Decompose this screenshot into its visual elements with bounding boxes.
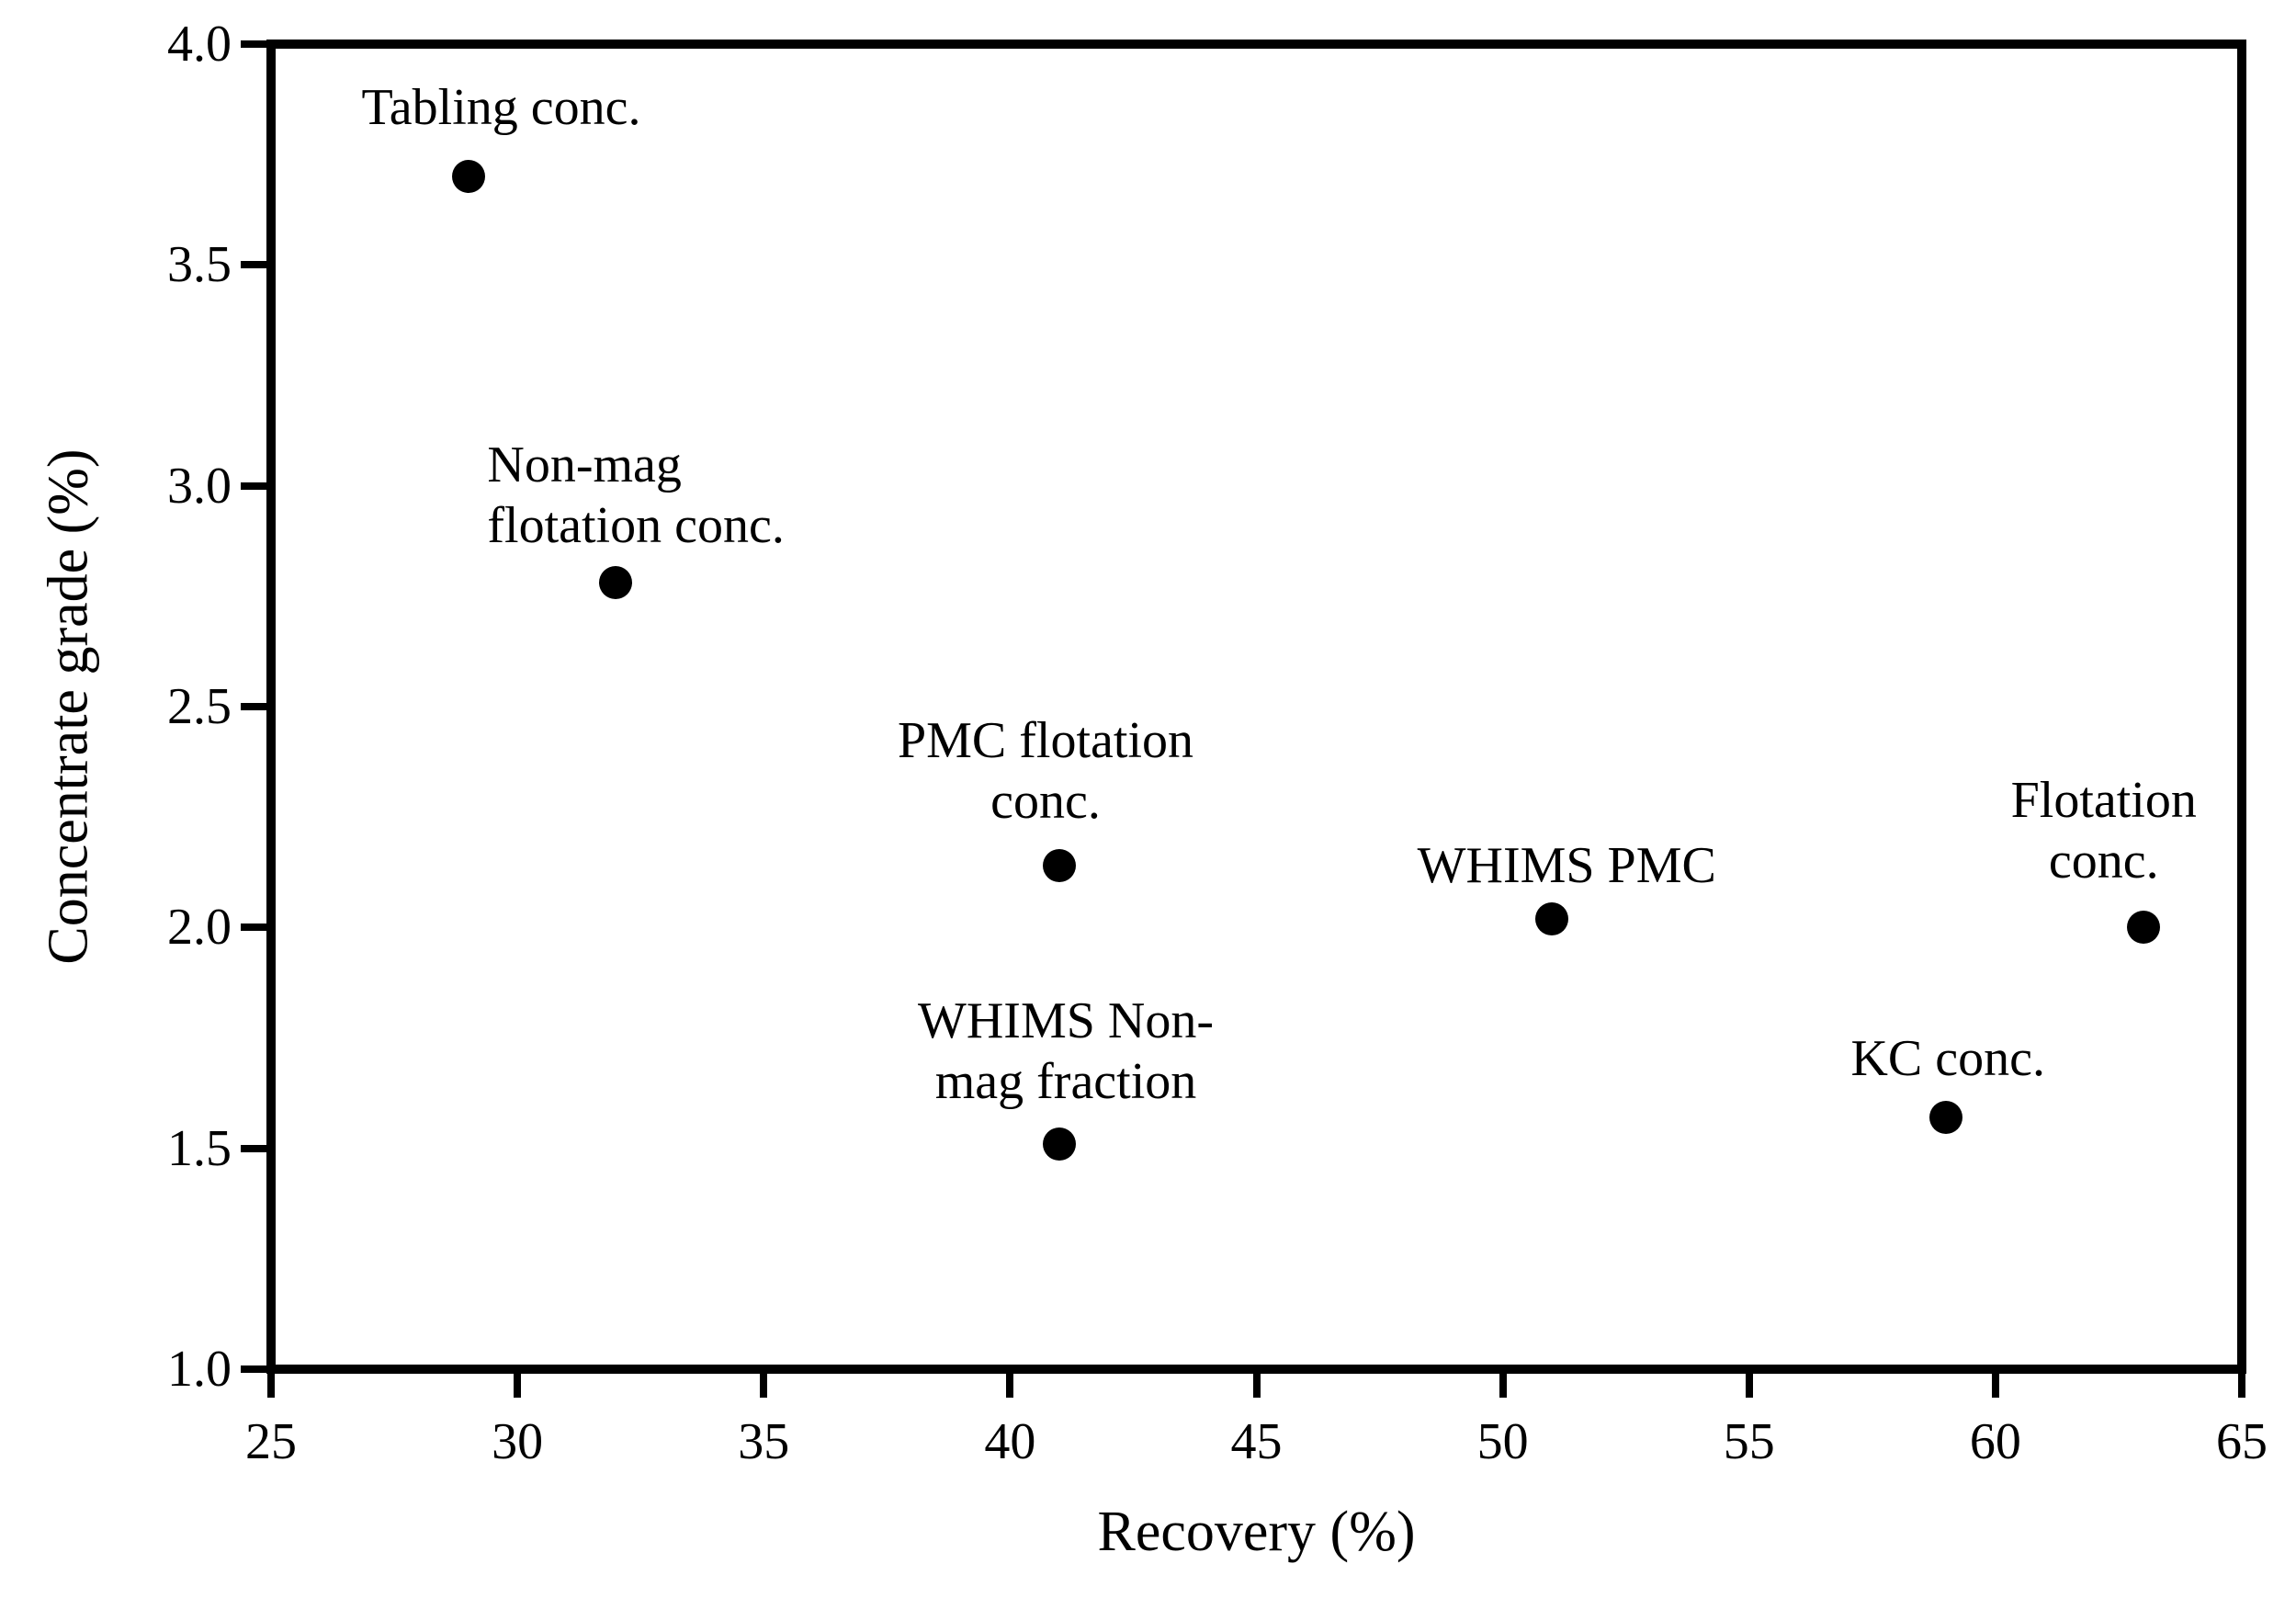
y-tick bbox=[241, 261, 266, 269]
y-tick-label: 4.0 bbox=[167, 16, 232, 73]
x-tick bbox=[1499, 1374, 1507, 1398]
point-label-line: Non-mag bbox=[487, 436, 682, 494]
x-tick-label: 45 bbox=[1230, 1413, 1283, 1470]
point-label-line: Tabling conc. bbox=[361, 79, 641, 137]
x-tick-label: 55 bbox=[1723, 1413, 1775, 1470]
point-label: KC conc. bbox=[1850, 1028, 2045, 1089]
x-tick bbox=[514, 1374, 522, 1398]
point-label-line: conc. bbox=[990, 773, 1101, 831]
point-label-line: PMC flotation bbox=[897, 712, 1194, 770]
y-tick bbox=[241, 1365, 266, 1373]
point-label: WHIMS PMC bbox=[1418, 835, 1716, 896]
y-tick-label: 2.5 bbox=[167, 678, 232, 735]
point-label-line: Flotation bbox=[2010, 772, 2197, 830]
x-tick bbox=[1252, 1374, 1261, 1398]
data-point bbox=[451, 160, 485, 194]
point-label-line: KC conc. bbox=[1850, 1030, 2046, 1088]
data-point bbox=[2126, 911, 2160, 945]
x-tick-label: 30 bbox=[492, 1413, 544, 1470]
y-axis-title: Concentrate grade (%) bbox=[37, 448, 100, 965]
y-tick bbox=[241, 40, 266, 48]
data-point bbox=[1043, 849, 1076, 883]
point-label: PMC flotation conc. bbox=[898, 710, 1193, 832]
x-tick-label: 25 bbox=[245, 1413, 297, 1470]
x-axis-title: Recovery (%) bbox=[1097, 1501, 1416, 1563]
y-tick bbox=[241, 1144, 266, 1152]
point-label-line: conc. bbox=[2048, 833, 2159, 890]
x-tick-label: 35 bbox=[738, 1413, 790, 1470]
data-point bbox=[1535, 901, 1569, 935]
y-tick-label: 3.0 bbox=[167, 457, 232, 515]
x-tick bbox=[1991, 1374, 1999, 1398]
point-label-line: WHIMS Non- bbox=[918, 991, 1214, 1049]
x-tick bbox=[760, 1374, 768, 1398]
point-label-line: flotation conc. bbox=[487, 497, 785, 555]
point-label-line: mag fraction bbox=[934, 1052, 1197, 1110]
y-tick bbox=[241, 703, 266, 710]
plot-area bbox=[266, 40, 2246, 1374]
y-tick bbox=[241, 923, 266, 932]
point-label: WHIMS Non-mag fraction bbox=[918, 991, 1214, 1112]
point-label: Tabling conc. bbox=[362, 77, 641, 138]
point-label: Flotation conc. bbox=[2011, 770, 2197, 891]
x-tick bbox=[1745, 1374, 1753, 1398]
data-point bbox=[1929, 1101, 1963, 1135]
data-point bbox=[1043, 1127, 1076, 1161]
x-tick bbox=[1006, 1374, 1014, 1398]
x-tick-label: 60 bbox=[1969, 1413, 2021, 1470]
point-label-line: WHIMS PMC bbox=[1417, 836, 1716, 894]
x-tick bbox=[267, 1374, 275, 1398]
y-tick bbox=[241, 482, 266, 490]
y-tick-label: 3.5 bbox=[167, 236, 232, 294]
y-tick-label: 1.5 bbox=[167, 1119, 232, 1177]
x-tick-label: 65 bbox=[2216, 1413, 2268, 1470]
point-label: Non-mag flotation conc. bbox=[487, 435, 784, 556]
x-tick bbox=[2238, 1374, 2245, 1398]
x-tick-label: 50 bbox=[1476, 1413, 1529, 1470]
data-point bbox=[599, 566, 633, 600]
y-tick-label: 1.0 bbox=[167, 1341, 232, 1398]
x-tick-label: 40 bbox=[984, 1413, 1036, 1470]
y-tick-label: 2.0 bbox=[167, 899, 232, 957]
